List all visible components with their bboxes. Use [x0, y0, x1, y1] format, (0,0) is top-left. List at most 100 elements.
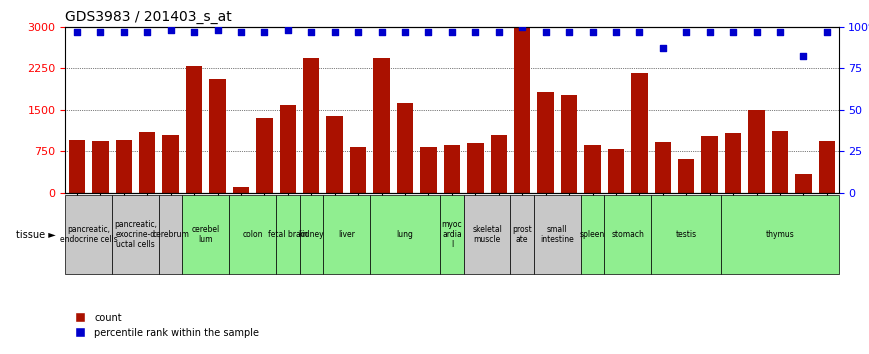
- Text: fetal brain: fetal brain: [268, 230, 308, 239]
- Bar: [350, 148, 367, 193]
- FancyBboxPatch shape: [323, 195, 370, 274]
- Bar: [444, 145, 460, 193]
- Text: GDS3983 / 201403_s_at: GDS3983 / 201403_s_at: [65, 10, 232, 24]
- FancyBboxPatch shape: [370, 195, 441, 274]
- Point: [680, 29, 693, 34]
- Point: [187, 29, 201, 34]
- Bar: [139, 132, 156, 193]
- Point: [70, 29, 83, 34]
- Bar: [280, 105, 296, 193]
- FancyBboxPatch shape: [604, 195, 651, 274]
- Point: [539, 29, 553, 34]
- Text: small
intestine: small intestine: [541, 225, 574, 244]
- Bar: [701, 136, 718, 193]
- FancyBboxPatch shape: [510, 195, 534, 274]
- Point: [750, 29, 764, 34]
- Bar: [678, 159, 694, 193]
- Bar: [795, 173, 812, 193]
- Point: [515, 24, 529, 29]
- Point: [163, 27, 177, 33]
- Point: [234, 29, 248, 34]
- FancyBboxPatch shape: [441, 195, 463, 274]
- Bar: [654, 142, 671, 193]
- FancyBboxPatch shape: [651, 195, 721, 274]
- Bar: [561, 95, 577, 193]
- Point: [656, 45, 670, 51]
- Text: skeletal
muscle: skeletal muscle: [472, 225, 502, 244]
- Bar: [490, 135, 507, 193]
- FancyBboxPatch shape: [721, 195, 839, 274]
- Point: [562, 29, 576, 34]
- Point: [304, 29, 318, 34]
- Point: [351, 29, 365, 34]
- Bar: [116, 140, 132, 193]
- Text: lung: lung: [396, 230, 414, 239]
- FancyBboxPatch shape: [159, 195, 182, 274]
- Point: [492, 29, 506, 34]
- Bar: [631, 73, 647, 193]
- Text: cerebrum: cerebrum: [152, 230, 189, 239]
- Text: testis: testis: [676, 230, 697, 239]
- Point: [633, 29, 647, 34]
- FancyBboxPatch shape: [65, 195, 112, 274]
- Bar: [748, 110, 765, 193]
- Bar: [303, 58, 320, 193]
- Point: [116, 29, 130, 34]
- Bar: [209, 79, 226, 193]
- Text: pancreatic,
exocrine-d
uctal cells: pancreatic, exocrine-d uctal cells: [114, 219, 157, 250]
- Bar: [468, 143, 483, 193]
- Point: [257, 29, 271, 34]
- Point: [328, 29, 342, 34]
- Text: colon: colon: [242, 230, 263, 239]
- Point: [468, 29, 482, 34]
- Bar: [421, 148, 436, 193]
- Point: [726, 29, 740, 34]
- Bar: [186, 67, 202, 193]
- FancyBboxPatch shape: [112, 195, 159, 274]
- Text: tissue ►: tissue ►: [16, 229, 56, 240]
- Bar: [537, 92, 554, 193]
- Text: pancreatic,
endocrine cells: pancreatic, endocrine cells: [60, 225, 117, 244]
- Bar: [397, 103, 414, 193]
- Point: [609, 29, 623, 34]
- Text: stomach: stomach: [611, 230, 644, 239]
- Bar: [374, 58, 390, 193]
- FancyBboxPatch shape: [229, 195, 276, 274]
- FancyBboxPatch shape: [534, 195, 580, 274]
- FancyBboxPatch shape: [463, 195, 510, 274]
- Text: liver: liver: [338, 230, 355, 239]
- FancyBboxPatch shape: [580, 195, 604, 274]
- Bar: [725, 133, 741, 193]
- Bar: [607, 149, 624, 193]
- Text: spleen: spleen: [580, 230, 605, 239]
- Text: kidney: kidney: [298, 230, 324, 239]
- Point: [773, 29, 787, 34]
- Point: [445, 29, 459, 34]
- Bar: [772, 131, 788, 193]
- FancyBboxPatch shape: [182, 195, 229, 274]
- Bar: [233, 187, 249, 193]
- Bar: [92, 141, 109, 193]
- Legend: count, percentile rank within the sample: count, percentile rank within the sample: [70, 313, 259, 338]
- Point: [421, 29, 435, 34]
- Text: thymus: thymus: [766, 230, 794, 239]
- Bar: [327, 116, 343, 193]
- Point: [586, 29, 600, 34]
- Bar: [514, 27, 530, 193]
- Bar: [163, 135, 179, 193]
- Point: [140, 29, 154, 34]
- Text: myoc
ardia
l: myoc ardia l: [441, 219, 462, 250]
- Bar: [819, 141, 835, 193]
- FancyBboxPatch shape: [300, 195, 323, 274]
- Text: prost
ate: prost ate: [513, 225, 532, 244]
- Bar: [584, 145, 600, 193]
- Point: [703, 29, 717, 34]
- Point: [281, 27, 295, 33]
- Point: [820, 29, 834, 34]
- Point: [797, 54, 811, 59]
- Point: [398, 29, 412, 34]
- Point: [375, 29, 388, 34]
- Point: [93, 29, 107, 34]
- Text: cerebel
lum: cerebel lum: [192, 225, 220, 244]
- Point: [210, 27, 224, 33]
